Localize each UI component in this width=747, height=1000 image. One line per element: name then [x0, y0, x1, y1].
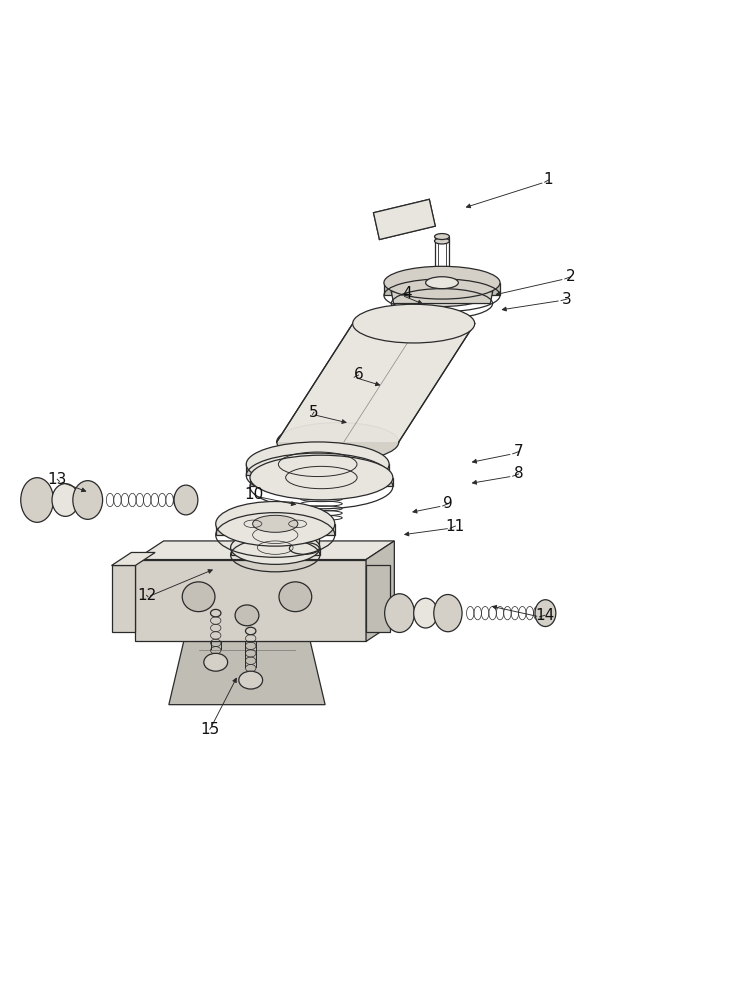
Text: 12: 12 [137, 588, 156, 603]
Ellipse shape [391, 277, 492, 307]
Ellipse shape [216, 501, 335, 546]
Ellipse shape [243, 543, 264, 553]
Text: 2: 2 [566, 269, 575, 284]
Text: 10: 10 [245, 487, 264, 502]
Text: 13: 13 [48, 472, 67, 487]
Ellipse shape [426, 277, 459, 289]
Text: 7: 7 [514, 444, 524, 459]
Text: 4: 4 [402, 286, 412, 301]
Polygon shape [250, 478, 393, 486]
Text: 6: 6 [354, 367, 364, 382]
Polygon shape [384, 283, 500, 295]
Polygon shape [135, 560, 366, 641]
Polygon shape [276, 324, 474, 442]
Polygon shape [435, 237, 450, 241]
Ellipse shape [435, 238, 450, 244]
Ellipse shape [353, 304, 474, 343]
Text: 5: 5 [309, 405, 319, 420]
Ellipse shape [535, 600, 556, 627]
Ellipse shape [231, 531, 320, 564]
Ellipse shape [250, 455, 393, 500]
Ellipse shape [174, 485, 198, 515]
Polygon shape [169, 641, 325, 705]
Text: 9: 9 [443, 496, 453, 511]
Ellipse shape [414, 598, 438, 628]
Ellipse shape [252, 515, 298, 532]
Polygon shape [391, 292, 492, 304]
Ellipse shape [385, 594, 415, 632]
Polygon shape [366, 541, 394, 641]
Ellipse shape [204, 653, 228, 671]
Ellipse shape [211, 609, 221, 617]
Polygon shape [216, 524, 335, 535]
Polygon shape [184, 632, 324, 641]
Polygon shape [135, 541, 394, 560]
Text: 14: 14 [535, 608, 554, 623]
Polygon shape [111, 552, 155, 565]
Ellipse shape [247, 442, 389, 487]
Text: 8: 8 [514, 466, 524, 481]
Ellipse shape [289, 513, 319, 525]
Ellipse shape [52, 484, 78, 516]
Ellipse shape [279, 582, 311, 612]
Ellipse shape [235, 605, 259, 626]
Ellipse shape [73, 481, 102, 519]
Ellipse shape [384, 266, 500, 299]
Ellipse shape [435, 234, 450, 240]
Ellipse shape [182, 582, 215, 612]
Ellipse shape [276, 423, 399, 461]
Ellipse shape [434, 595, 462, 632]
Ellipse shape [239, 671, 263, 689]
Text: 11: 11 [446, 519, 465, 534]
Ellipse shape [246, 627, 256, 635]
Polygon shape [374, 199, 436, 240]
Polygon shape [111, 565, 135, 632]
Polygon shape [231, 548, 320, 555]
Ellipse shape [21, 478, 54, 522]
Polygon shape [289, 519, 319, 548]
Text: 1: 1 [544, 172, 554, 187]
Text: 15: 15 [200, 722, 220, 737]
Text: 3: 3 [562, 292, 572, 307]
Polygon shape [247, 464, 389, 475]
Polygon shape [366, 565, 390, 632]
